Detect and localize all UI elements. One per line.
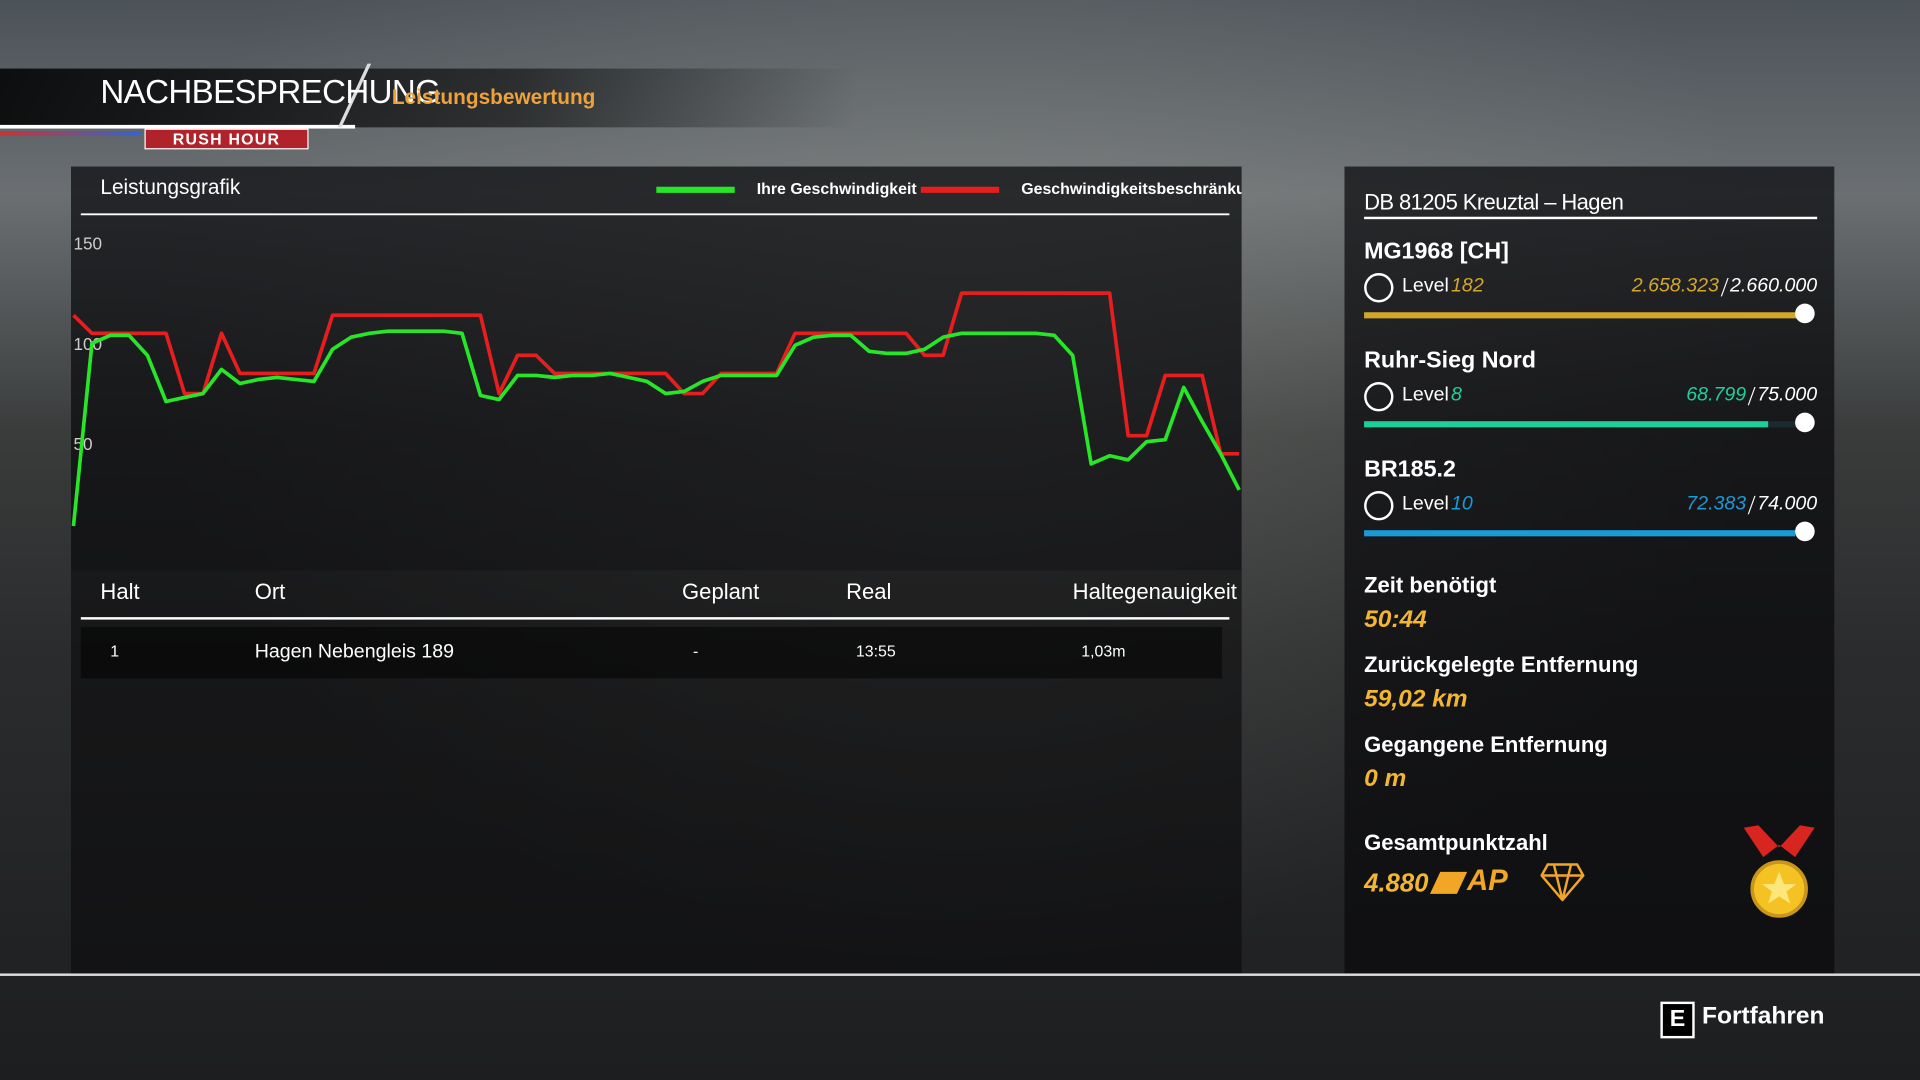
level-label: Level — [1402, 493, 1449, 515]
footer-rule — [0, 973, 1920, 976]
progress-icon — [1364, 382, 1394, 412]
progress-name: MG1968 [CH] — [1364, 238, 1509, 265]
legend-label: Ihre Geschwindigkeit — [757, 181, 918, 198]
level-up-icon — [1795, 412, 1815, 433]
table-rule — [80, 617, 1230, 620]
xp-text: 68.799 75.000 — [1686, 384, 1817, 406]
table-cell: 13:55 — [855, 641, 896, 661]
level-value: 10 — [1451, 493, 1473, 515]
xp-max: 74.000 — [1757, 493, 1818, 515]
score-label: Gesamtpunktzahl — [1364, 830, 1548, 855]
progress-fill — [1364, 530, 1796, 537]
level-label: Level — [1402, 384, 1449, 406]
stat-label: Zeit benötigt — [1364, 573, 1497, 598]
column-header: Halt — [100, 579, 140, 604]
xp-current: 2.658.323 — [1631, 275, 1719, 297]
stat-label: Gegangene Entfernung — [1364, 732, 1608, 757]
chart-panel — [71, 166, 1242, 571]
table-cell: Hagen Nebengleis 189 — [254, 641, 455, 663]
column-header: Haltegenauigkeit — [1072, 579, 1237, 604]
score-value: 4.880 — [1364, 869, 1429, 898]
header-underline — [0, 124, 356, 129]
xp-separator — [1747, 495, 1756, 514]
table-cell: 1,03m — [1081, 641, 1126, 661]
stat-value: 59,02 km — [1364, 685, 1468, 713]
xp-current: 68.799 — [1686, 384, 1747, 406]
xp-max: 75.000 — [1757, 384, 1818, 406]
y-tick-label: 100 — [73, 334, 102, 354]
header-title: NACHBESPRECHUNG — [100, 73, 441, 111]
level-up-icon — [1795, 521, 1815, 542]
xp-max: 2.660.000 — [1729, 275, 1818, 297]
xp-separator — [1747, 386, 1756, 405]
legend-label: Geschwindigkeitsbeschränkung — [1021, 181, 1241, 198]
column-header: Ort — [254, 579, 286, 604]
route-rule — [1364, 216, 1818, 220]
chart-title: Leistungsgrafik — [100, 176, 240, 199]
progress-icon — [1364, 273, 1394, 303]
column-header: Real — [846, 579, 892, 604]
table-row — [80, 626, 1223, 679]
xp-text: 2.658.323 2.660.000 — [1632, 276, 1817, 298]
speed-line — [71, 329, 1241, 527]
key-hint[interactable]: E — [1660, 1001, 1695, 1039]
continue-button[interactable]: Fortfahren — [1702, 1002, 1825, 1030]
table-cell: - — [693, 641, 699, 661]
stat-value: 0 m — [1364, 765, 1407, 793]
header-tab[interactable]: Leistungsbewertung — [391, 85, 596, 109]
badge-stripe — [0, 131, 141, 136]
level-up-icon — [1795, 303, 1815, 324]
level-value: 182 — [1451, 275, 1484, 297]
medal-icon — [1743, 825, 1815, 918]
diamond-icon — [1540, 863, 1585, 902]
progress-name: Ruhr-Sieg Nord — [1364, 347, 1536, 374]
brand-name: AP — [1466, 864, 1508, 898]
table-cell: 1 — [110, 641, 120, 661]
level-value: 8 — [1451, 384, 1462, 406]
progress-fill — [1364, 421, 1769, 428]
speed-line — [72, 291, 1240, 456]
header-bar — [0, 68, 858, 128]
xp-separator — [1720, 277, 1729, 296]
stat-value: 50:44 — [1364, 606, 1427, 634]
progress-fill — [1364, 312, 1805, 319]
stat-label: Zurückgelegte Entfernung — [1364, 652, 1639, 678]
progress-icon — [1364, 491, 1394, 521]
column-header: Geplant — [682, 579, 760, 604]
level-label: Level — [1402, 275, 1449, 297]
xp-text: 72.383 74.000 — [1686, 493, 1817, 515]
y-tick-label: 150 — [73, 233, 102, 253]
mode-badge: RUSH HOUR — [144, 128, 309, 150]
progress-name: BR185.2 — [1364, 456, 1456, 483]
xp-current: 72.383 — [1686, 493, 1747, 515]
route-title: DB 81205 Kreuztal – Hagen — [1364, 189, 1624, 215]
